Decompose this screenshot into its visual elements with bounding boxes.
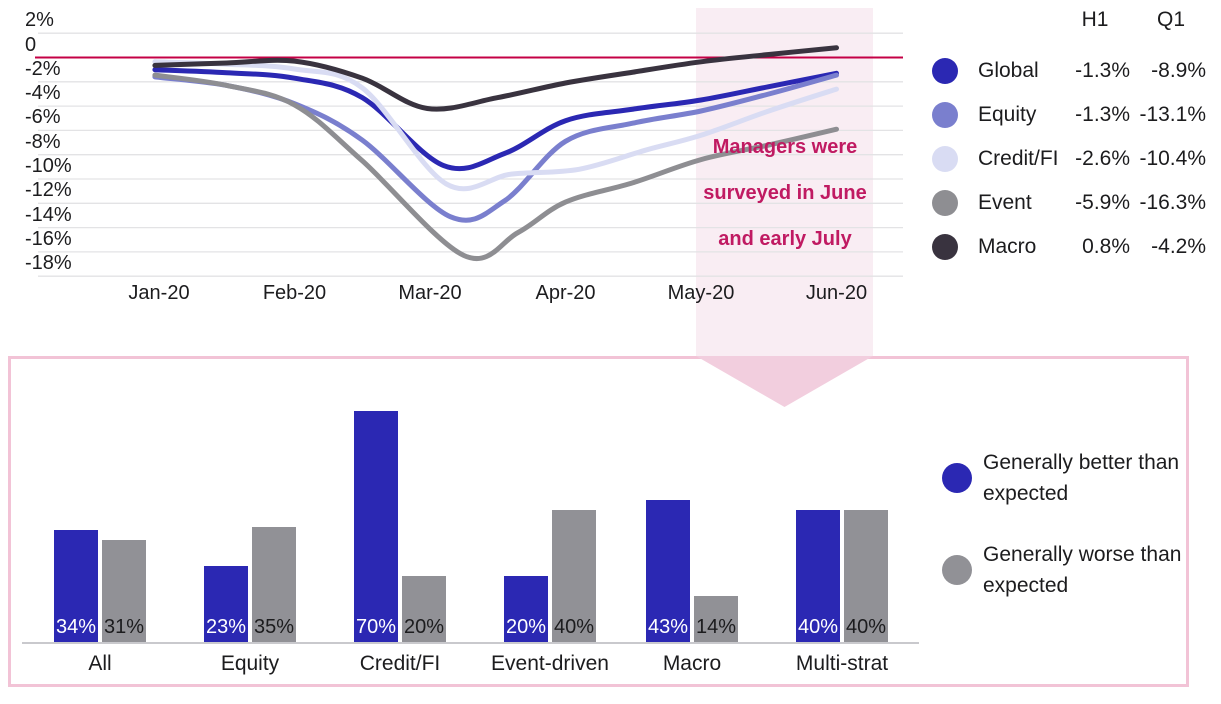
bar-value-label: 40% (845, 616, 887, 638)
bar-category-label: Event-driven (491, 652, 609, 675)
x-axis-tick-label: Jun-20 (805, 282, 868, 304)
bar-value-label: 20% (505, 616, 547, 638)
y-axis-tick-label: -14% (25, 203, 72, 226)
macro-legend-dot-icon (932, 234, 958, 260)
y-axis-tick-label: -8% (25, 130, 61, 153)
x-axis-tick-label: Mar-20 (398, 282, 462, 304)
performance-legend: H1 Q1 Global -1.3% -8.9% Equity -1.3% -13.1% Cre… (920, 0, 1221, 290)
y-axis-tick-label: 0 (25, 33, 37, 56)
credit-fi-legend-dot-icon (932, 146, 958, 172)
bar-value-label: 34% (55, 616, 97, 638)
legend-q1-value: -13.1% (1139, 103, 1206, 126)
global-legend-dot-icon (932, 58, 958, 84)
bar-category-label: All (88, 652, 112, 675)
legend-q1-value: -16.3% (1139, 191, 1206, 214)
bar-gray-legend-dot-icon (942, 555, 972, 585)
legend-series-label: Macro (978, 235, 1037, 258)
survey-results-panel: 34% 31% All 23% 35% Equity 70% 20% Credit/FI 20% 4… (8, 356, 1189, 687)
legend-series-label: Event (978, 191, 1032, 214)
survey-annotation: Managers were surveyed in June and early… (703, 136, 867, 250)
bar-better-all (54, 529, 98, 642)
bar-worse-macro (694, 595, 738, 642)
legend-h1-value: -2.6% (1075, 147, 1130, 170)
x-axis-tick-label: May-20 (667, 282, 735, 304)
series-line-macro (152, 45, 839, 112)
legend-h1-value: 0.8% (1082, 235, 1130, 258)
y-axis-tick-label: -10% (25, 155, 72, 177)
legend-q1-value: -10.4% (1139, 147, 1206, 170)
bar-better-macro (646, 500, 690, 642)
bar-value-label: 20% (403, 616, 445, 638)
bar-chart-baseline (22, 642, 919, 644)
bar-value-label: 23% (205, 616, 247, 638)
bar-worse-multi-strat (844, 510, 888, 642)
bar-value-label: 70% (355, 616, 397, 638)
bar-worse-credit-fi (402, 576, 446, 642)
y-axis-tick-label: -12% (25, 179, 72, 202)
equity-legend-dot-icon (932, 102, 958, 128)
legend-h1-value: -5.9% (1075, 191, 1130, 214)
bar-better-event-driven (504, 576, 548, 642)
y-axis-tick-label: -16% (25, 227, 72, 250)
bar-value-label: 14% (695, 616, 737, 638)
x-axis-tick-label: Feb-20 (262, 282, 327, 304)
y-axis-tick-label: -4% (25, 82, 61, 105)
y-axis-tick-label: -2% (25, 57, 61, 80)
legend-h1-value: -1.3% (1075, 59, 1130, 82)
bar-value-label: 35% (253, 616, 295, 638)
bar-value-label: 31% (103, 616, 145, 638)
event-legend-dot-icon (932, 190, 958, 216)
bar-category-label: Macro (662, 652, 722, 675)
bar-category-label: Multi-strat (795, 652, 889, 675)
legend-series-label: Equity (978, 103, 1037, 126)
legend-series-label: Credit/FI (978, 147, 1059, 170)
bar-worse-event-driven (552, 510, 596, 642)
bar-worse-equity (252, 526, 296, 642)
bar-better-multi-strat (796, 510, 840, 642)
legend-series-label: Global (978, 59, 1039, 82)
bar-blue-legend-dot-icon (942, 463, 972, 493)
bar-value-label: 43% (647, 616, 689, 638)
y-axis-tick-label: 2% (25, 9, 54, 32)
x-axis-tick-label: Apr-20 (535, 282, 596, 304)
bar-value-label: 40% (553, 616, 595, 638)
bar-legend-label: Generally better than expected (983, 451, 1180, 505)
bar-better-equity (204, 566, 248, 642)
bar-category-label: Credit/FI (359, 652, 441, 675)
y-axis-tick-label: -18% (25, 252, 72, 275)
bar-value-label: 40% (797, 616, 839, 638)
legend-q1-value: -8.9% (1151, 59, 1206, 82)
bar-legend-label: Generally worse than expected (983, 543, 1182, 597)
y-axis-tick-label: -6% (25, 106, 61, 129)
bar-category-label: Equity (220, 652, 280, 675)
legend-column-header: H1 (1081, 8, 1109, 31)
legend-q1-value: -4.2% (1151, 235, 1206, 258)
x-axis-tick-label: Jan-20 (128, 282, 190, 304)
bar-worse-all (102, 539, 146, 642)
legend-column-header: Q1 (1156, 8, 1185, 31)
legend-h1-value: -1.3% (1075, 103, 1130, 126)
bar-better-credit-fi (354, 411, 398, 642)
